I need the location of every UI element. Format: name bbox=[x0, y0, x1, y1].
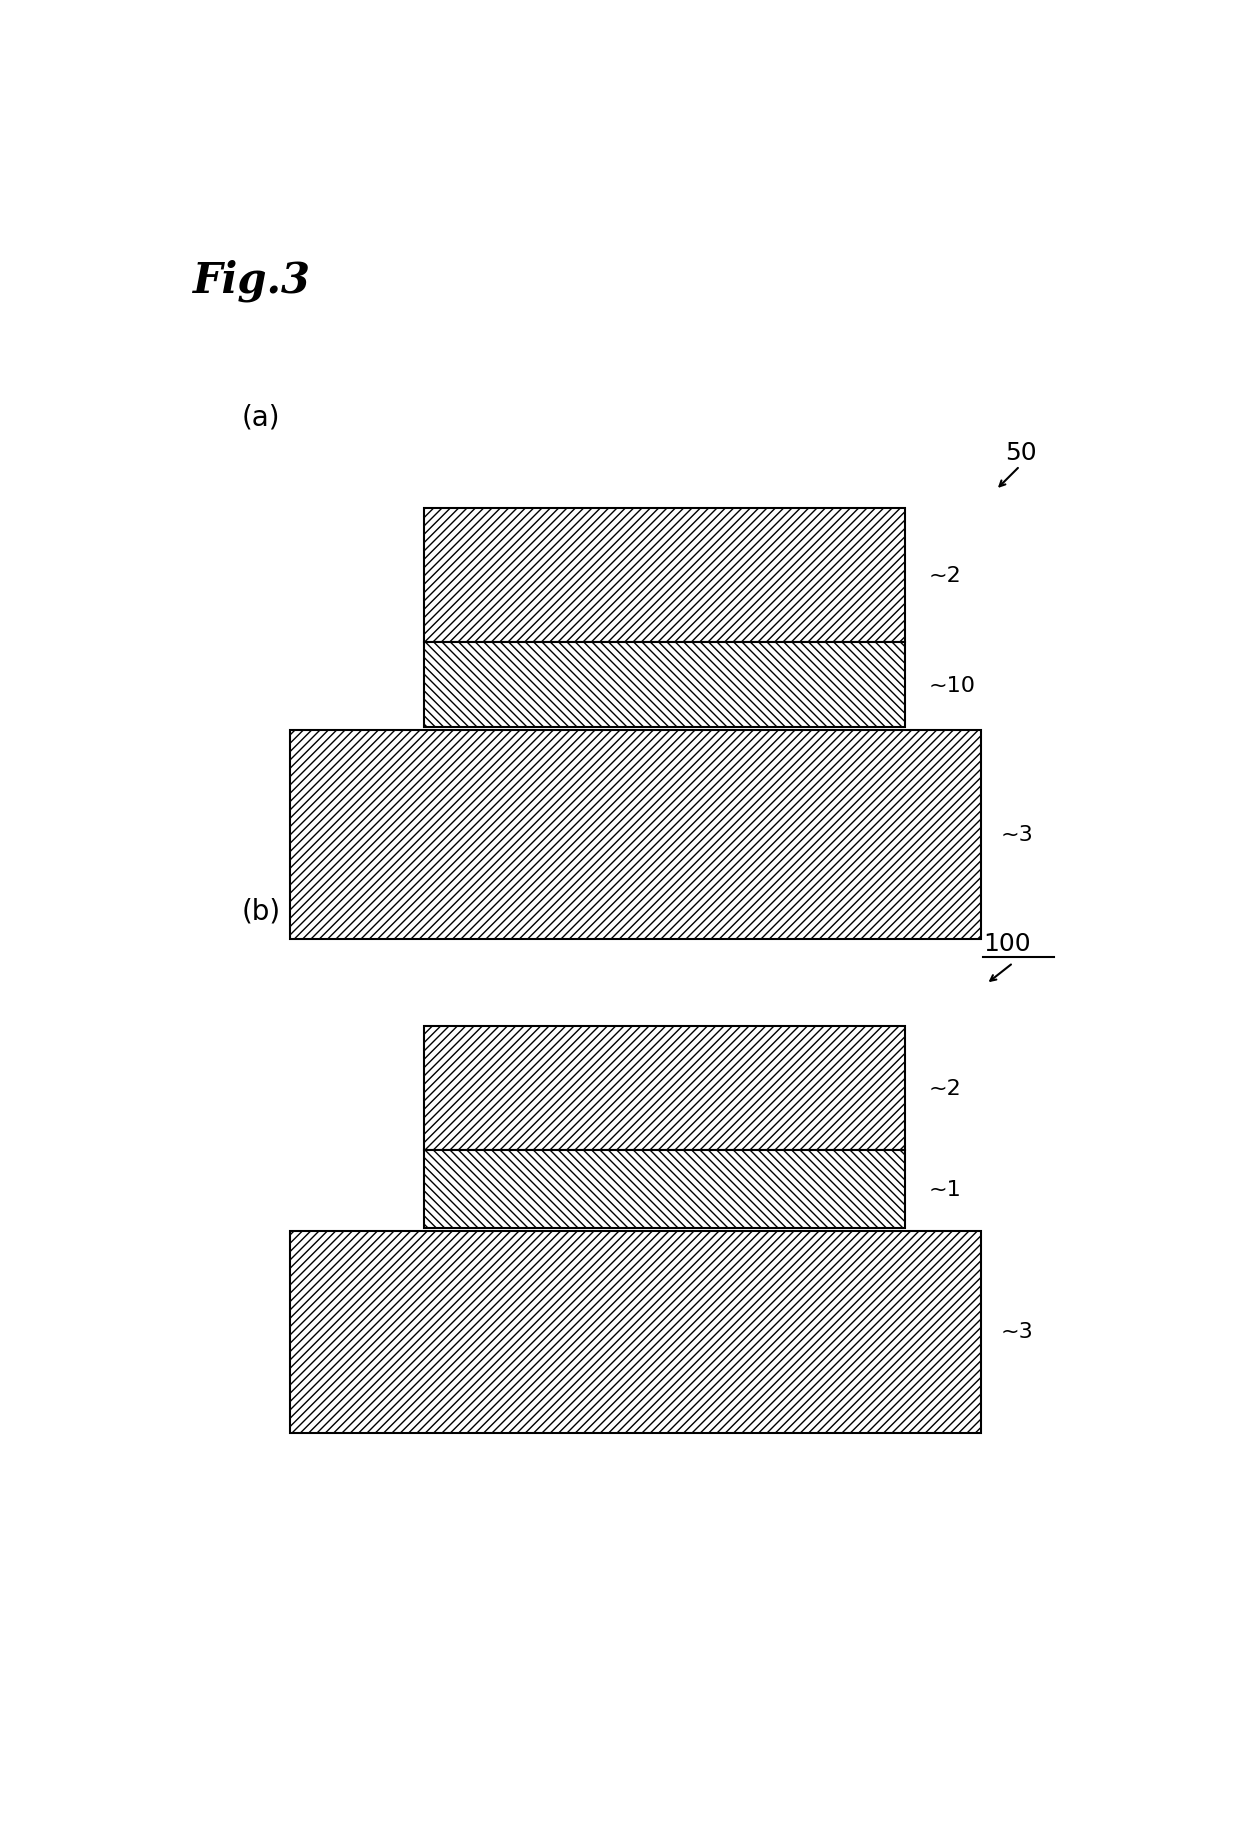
Bar bbox=[290, 1231, 982, 1433]
Text: ~1: ~1 bbox=[929, 1180, 961, 1198]
Text: ~2: ~2 bbox=[929, 566, 961, 584]
Text: (b): (b) bbox=[242, 898, 280, 925]
Bar bbox=[424, 1150, 905, 1229]
Bar bbox=[424, 643, 905, 727]
Text: (a): (a) bbox=[242, 403, 280, 431]
Text: Fig.3: Fig.3 bbox=[193, 260, 311, 302]
Bar bbox=[290, 731, 982, 940]
Text: ~3: ~3 bbox=[1001, 1321, 1033, 1341]
Text: ~10: ~10 bbox=[929, 676, 976, 696]
Bar bbox=[424, 1026, 905, 1150]
Text: 100: 100 bbox=[983, 931, 1030, 956]
Bar bbox=[424, 509, 905, 643]
Text: ~2: ~2 bbox=[929, 1079, 961, 1099]
Text: 50: 50 bbox=[1006, 442, 1037, 465]
Text: ~3: ~3 bbox=[1001, 824, 1033, 845]
